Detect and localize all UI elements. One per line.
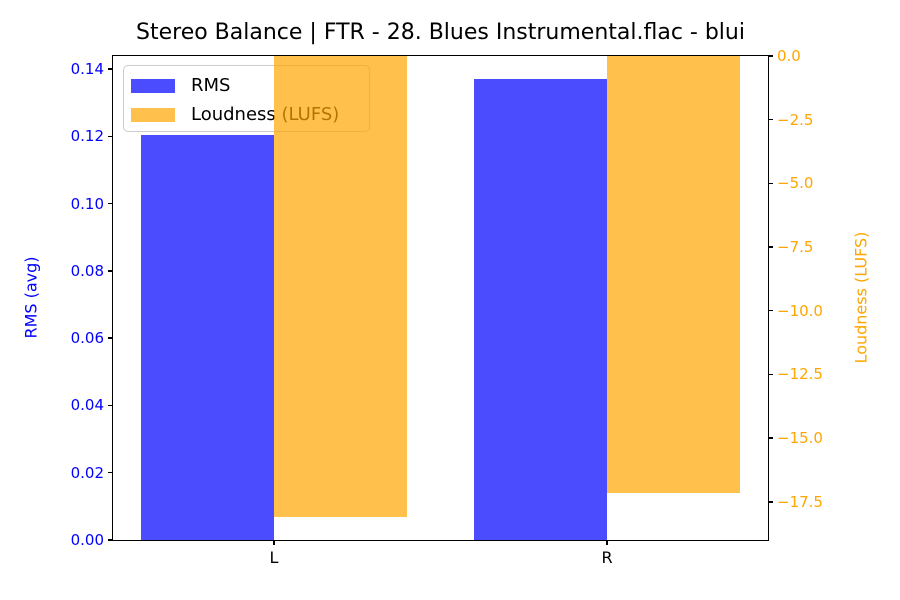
right-tick-label: −5.0 (777, 174, 814, 193)
right-tick-mark (768, 437, 773, 439)
right-tick-label: −15.0 (777, 429, 823, 448)
rms-legend-label: RMS (191, 75, 231, 96)
left-tick-label: 0.12 (70, 127, 104, 146)
x-tick-mark (606, 540, 608, 545)
left-axis-label: RMS (avg) (21, 256, 41, 339)
loudness-bar-r (607, 56, 740, 493)
left-tick-label: 0.04 (70, 396, 104, 415)
left-tick-label: 0.00 (70, 531, 104, 549)
left-tick-mark (108, 135, 113, 138)
right-axis-label: Loudness (LUFS) (851, 231, 871, 364)
left-tick-mark (108, 404, 113, 407)
legend-row-rms: RMS (131, 71, 369, 100)
loudness-bar-l (274, 56, 407, 518)
left-tick-mark (108, 202, 113, 205)
loudness-legend-swatch-icon (131, 107, 175, 122)
left-tick-label: 0.14 (70, 60, 104, 79)
x-tick-label: R (601, 548, 613, 567)
right-tick-label: −10.0 (777, 301, 823, 320)
right-tick-label: −12.5 (777, 365, 823, 384)
right-tick-mark (768, 246, 773, 248)
plot-area: RMS Loudness (LUFS) L R 0.00 0.02 0.04 0.06 0.… (71, 47, 823, 567)
left-tick-mark (108, 68, 113, 70)
right-tick-label: −2.5 (777, 110, 814, 129)
left-tick-label: 0.08 (70, 261, 104, 280)
left-tick-label: 0.10 (70, 194, 104, 213)
left-tick-label: 0.02 (70, 463, 104, 482)
right-tick-mark (768, 182, 773, 185)
left-tick-mark (108, 270, 113, 272)
x-tick-label: L (269, 548, 279, 567)
left-tick-mark (108, 539, 113, 541)
right-tick-mark (768, 501, 773, 503)
right-tick-label: 0.0 (777, 47, 801, 65)
left-tick-mark (108, 471, 113, 474)
right-tick-mark (768, 55, 773, 57)
right-tick-mark (768, 118, 773, 121)
right-tick-label: −17.5 (777, 492, 823, 511)
right-tick-mark (768, 373, 773, 376)
right-tick-label: −7.5 (777, 238, 814, 257)
x-tick-mark (273, 540, 275, 545)
chart-title: Stereo Balance | FTR - 28. Blues Instrum… (136, 20, 745, 45)
rms-bar-r (474, 79, 607, 540)
right-tick-mark (768, 309, 773, 312)
left-tick-mark (108, 337, 113, 339)
rms-legend-swatch-icon (131, 78, 175, 93)
rms-bar-l (141, 134, 274, 540)
left-tick-label: 0.06 (70, 329, 104, 348)
